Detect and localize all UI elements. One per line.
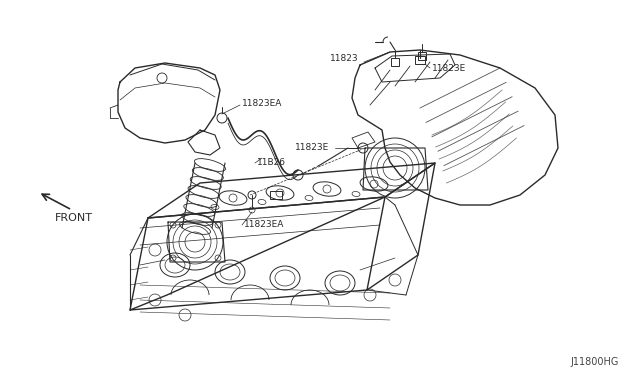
Bar <box>415 56 425 64</box>
Bar <box>391 58 399 66</box>
Text: 11823: 11823 <box>330 54 358 62</box>
Text: 11B26: 11B26 <box>257 157 286 167</box>
Text: 11823EA: 11823EA <box>244 219 284 228</box>
Text: J11800HG: J11800HG <box>570 357 618 367</box>
Bar <box>418 52 426 60</box>
Text: 11823E: 11823E <box>295 142 329 151</box>
Text: FRONT: FRONT <box>55 213 93 223</box>
Text: 11823E: 11823E <box>432 64 467 73</box>
Text: 11823EA: 11823EA <box>242 99 282 108</box>
